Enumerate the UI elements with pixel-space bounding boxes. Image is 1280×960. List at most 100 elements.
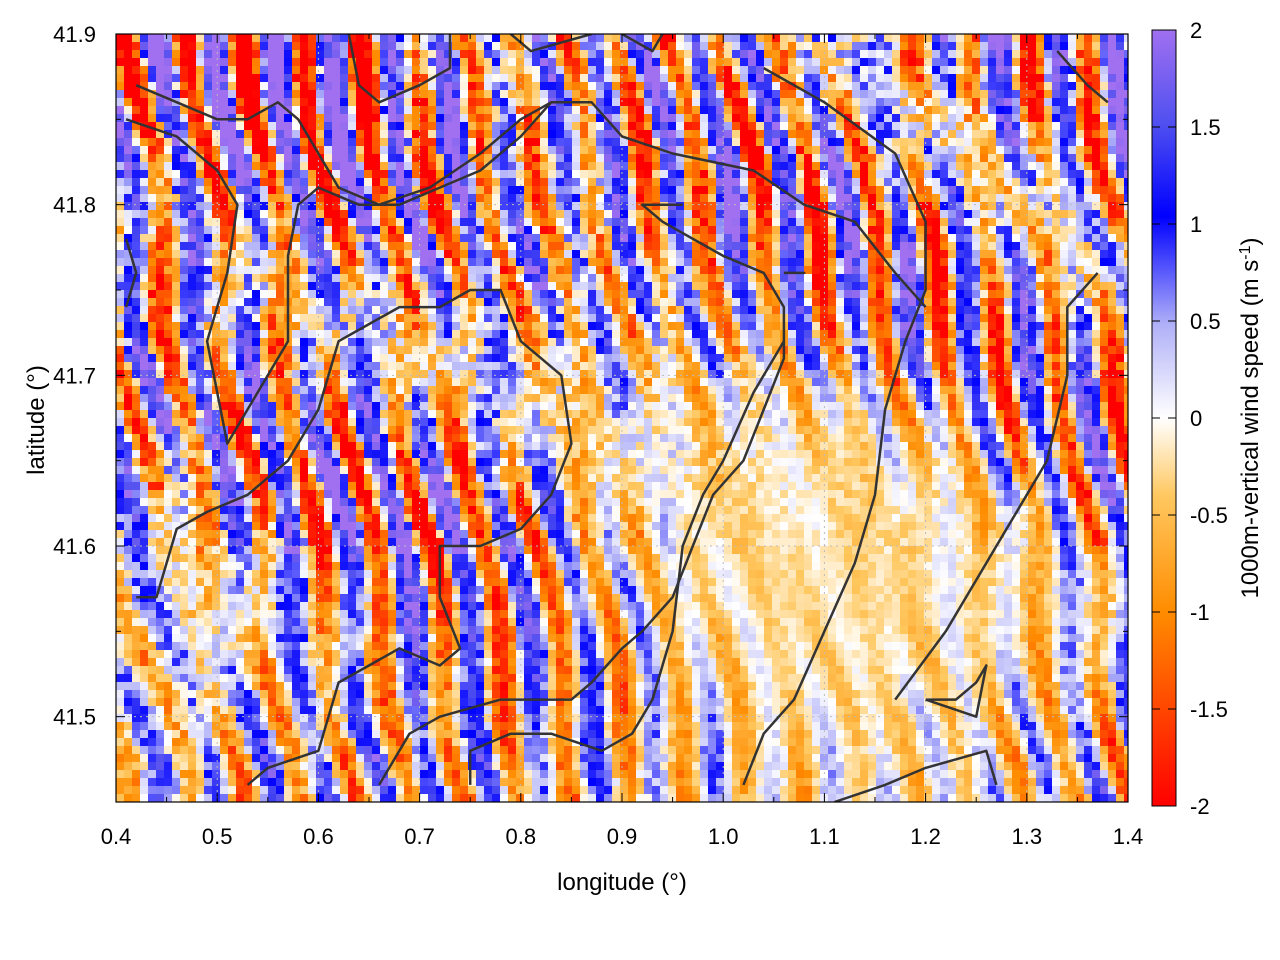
heatmap-cell bbox=[676, 170, 685, 179]
heatmap-cell bbox=[812, 114, 821, 123]
heatmap-cell bbox=[220, 210, 229, 219]
heatmap-cell bbox=[236, 210, 245, 219]
heatmap-cell bbox=[252, 242, 261, 251]
heatmap-cell bbox=[596, 162, 605, 171]
heatmap-cell bbox=[284, 98, 293, 107]
heatmap-cell bbox=[188, 242, 197, 251]
heatmap-cell bbox=[436, 122, 445, 131]
heatmap-cell bbox=[1044, 298, 1053, 307]
heatmap-cell bbox=[732, 34, 741, 43]
heatmap-cell bbox=[796, 274, 805, 283]
heatmap-cell bbox=[252, 298, 261, 307]
heatmap-cell bbox=[924, 66, 933, 75]
heatmap-cell bbox=[1036, 298, 1045, 307]
heatmap-cell bbox=[260, 250, 269, 259]
heatmap-cell bbox=[1044, 234, 1053, 243]
heatmap-cell bbox=[636, 154, 645, 163]
heatmap-cell bbox=[836, 210, 845, 219]
heatmap-cell bbox=[324, 314, 333, 323]
heatmap-cell bbox=[316, 114, 325, 123]
heatmap-cell bbox=[228, 330, 237, 339]
heatmap-cell bbox=[404, 274, 413, 283]
heatmap-cell bbox=[156, 178, 165, 187]
heatmap-cell bbox=[244, 242, 253, 251]
heatmap-cell bbox=[252, 138, 261, 147]
heatmap-cell bbox=[1028, 306, 1037, 315]
heatmap-cell bbox=[364, 194, 373, 203]
heatmap-cell bbox=[1092, 178, 1101, 187]
heatmap-cell bbox=[852, 338, 861, 347]
heatmap-cell bbox=[636, 42, 645, 51]
heatmap-cell bbox=[396, 266, 405, 275]
heatmap-cell bbox=[652, 186, 661, 195]
heatmap-cell bbox=[420, 202, 429, 211]
heatmap-cell bbox=[468, 282, 477, 291]
heatmap-cell bbox=[340, 98, 349, 107]
heatmap-cell bbox=[340, 330, 349, 339]
heatmap-cell bbox=[596, 242, 605, 251]
heatmap-cell bbox=[1028, 178, 1037, 187]
heatmap-cell bbox=[1028, 242, 1037, 251]
heatmap-cell bbox=[996, 258, 1005, 267]
heatmap-cell bbox=[276, 266, 285, 275]
heatmap-cell bbox=[732, 226, 741, 235]
heatmap-cell bbox=[1052, 242, 1061, 251]
heatmap-cell bbox=[1052, 202, 1061, 211]
heatmap-cell bbox=[940, 266, 949, 275]
heatmap-cell bbox=[484, 186, 493, 195]
heatmap-cell bbox=[236, 50, 245, 59]
heatmap-cell bbox=[932, 330, 941, 339]
heatmap-cell bbox=[292, 330, 301, 339]
heatmap-cell bbox=[972, 162, 981, 171]
heatmap-cell bbox=[732, 74, 741, 83]
heatmap-cell bbox=[244, 82, 253, 91]
heatmap-cell bbox=[884, 138, 893, 147]
heatmap-cell bbox=[1044, 314, 1053, 323]
heatmap-cell bbox=[716, 74, 725, 83]
heatmap-cell bbox=[252, 258, 261, 267]
heatmap-cell bbox=[156, 114, 165, 123]
heatmap-cell bbox=[924, 202, 933, 211]
heatmap-cell bbox=[132, 346, 141, 355]
heatmap-cell bbox=[932, 66, 941, 75]
heatmap-cell bbox=[1084, 106, 1093, 115]
heatmap-cell bbox=[844, 154, 853, 163]
heatmap-cell bbox=[1092, 226, 1101, 235]
heatmap-cell bbox=[372, 258, 381, 267]
heatmap-cell bbox=[716, 290, 725, 299]
heatmap-cell bbox=[276, 74, 285, 83]
heatmap-cell bbox=[684, 130, 693, 139]
heatmap-cell bbox=[372, 178, 381, 187]
heatmap-cell bbox=[468, 82, 477, 91]
heatmap-cell bbox=[1108, 34, 1117, 43]
heatmap-cell bbox=[404, 98, 413, 107]
heatmap-cell bbox=[932, 50, 941, 59]
heatmap-cell bbox=[188, 234, 197, 243]
heatmap-cell bbox=[236, 58, 245, 67]
heatmap-cell bbox=[940, 170, 949, 179]
heatmap-cell bbox=[540, 330, 549, 339]
heatmap-cell bbox=[516, 42, 525, 51]
heatmap-cell bbox=[1052, 66, 1061, 75]
heatmap-cell bbox=[940, 98, 949, 107]
heatmap-cell bbox=[876, 58, 885, 67]
heatmap-cell bbox=[700, 178, 709, 187]
heatmap-cell bbox=[1100, 138, 1109, 147]
heatmap-cell bbox=[676, 210, 685, 219]
heatmap-cell bbox=[1044, 282, 1053, 291]
heatmap-cell bbox=[820, 146, 829, 155]
heatmap-cell bbox=[988, 162, 997, 171]
heatmap-cell bbox=[428, 210, 437, 219]
heatmap-cell bbox=[132, 234, 141, 243]
heatmap-cell bbox=[604, 298, 613, 307]
heatmap-cell bbox=[1092, 130, 1101, 139]
heatmap-cell bbox=[196, 106, 205, 115]
heatmap-cell bbox=[1068, 330, 1077, 339]
heatmap-cell bbox=[1028, 234, 1037, 243]
heatmap-cell bbox=[332, 42, 341, 51]
heatmap-cell bbox=[740, 170, 749, 179]
heatmap-cell bbox=[356, 58, 365, 67]
heatmap-cell bbox=[156, 82, 165, 91]
heatmap-cell bbox=[372, 130, 381, 139]
heatmap-cell bbox=[1004, 122, 1013, 131]
